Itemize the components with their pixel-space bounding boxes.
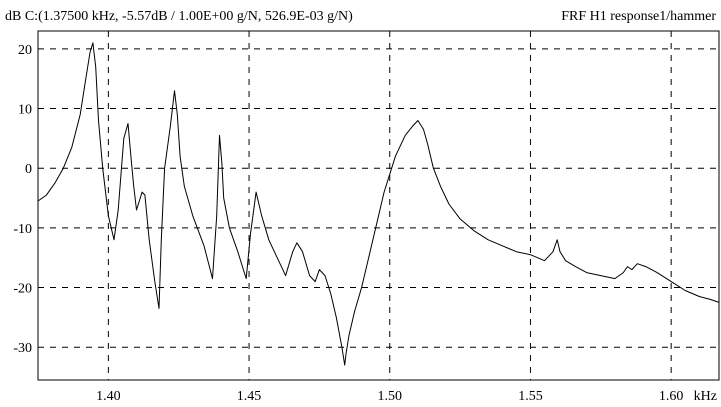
y-tick-label: 10 <box>18 103 32 118</box>
grid <box>38 31 719 380</box>
y-tick-label: -20 <box>13 282 32 297</box>
x-tick-label: 1.45 <box>237 389 262 404</box>
y-tick-label: 20 <box>18 43 32 58</box>
y-tick-label: -10 <box>13 222 32 237</box>
chart-header-right: FRF H1 response1/hammer <box>561 9 716 24</box>
x-axis-unit: kHz <box>694 389 717 404</box>
frf-series-line <box>37 42 720 366</box>
chart-header-left: dB C:(1.37500 kHz, -5.57dB / 1.00E+00 g/… <box>5 9 353 24</box>
plot-frame <box>37 30 720 381</box>
x-tick-label: 1.50 <box>378 389 403 404</box>
axis-ticks: 1.40 1.45 1.50 1.55 1.60 20 10 0 -10 -20 -30 <box>13 43 683 404</box>
y-tick-label: -30 <box>13 341 32 356</box>
y-tick-label: 0 <box>25 162 32 177</box>
x-tick-label: 1.40 <box>96 389 121 404</box>
series-layer <box>37 42 720 366</box>
x-tick-label: 1.55 <box>518 389 543 404</box>
x-tick-label: 1.60 <box>659 389 684 404</box>
